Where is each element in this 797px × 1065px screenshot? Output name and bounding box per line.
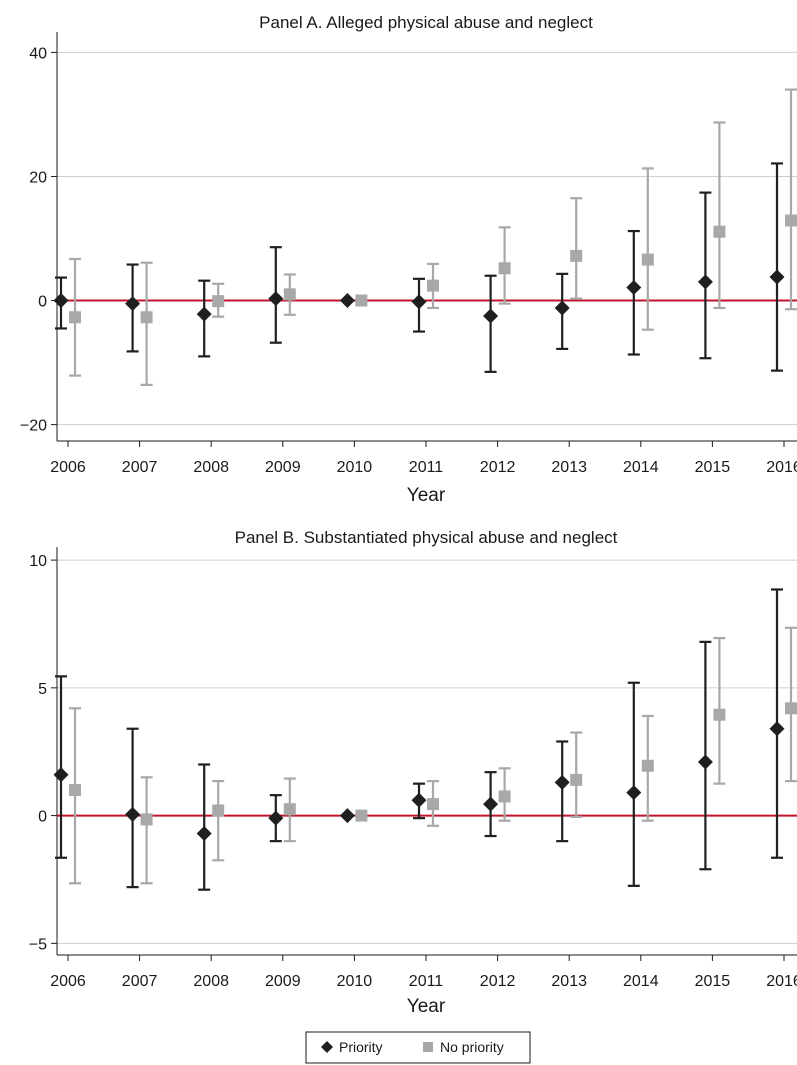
y-tick-label: 0: [38, 809, 47, 826]
x-tick-label: 2008: [193, 459, 229, 476]
data-point-no-priority: [713, 708, 726, 721]
data-point-no-priority: [212, 804, 225, 817]
y-tick-label: −20: [20, 418, 47, 435]
panel-b-x-axis-label: Year: [407, 996, 446, 1017]
data-point-priority: [53, 767, 69, 783]
data-point-priority: [268, 291, 284, 307]
x-tick-label: 2014: [623, 973, 659, 990]
data-point-priority: [626, 785, 642, 801]
data-point-no-priority: [355, 809, 368, 822]
data-point-priority: [554, 774, 570, 790]
data-point-priority: [268, 810, 284, 826]
series-no-priority: [69, 626, 797, 885]
x-tick-label: 2010: [337, 459, 373, 476]
y-tick-label: 20: [29, 169, 47, 186]
y-tick-label: 40: [29, 45, 47, 62]
diamond-marker-icon: [321, 1041, 333, 1053]
data-point-priority: [411, 792, 427, 808]
panel-b-plot-area: −5 0 5 10 2006 2007 2008 2009 2010 2011 2012 2013 20…: [29, 547, 797, 990]
data-point-priority: [53, 293, 69, 309]
data-point-priority: [697, 274, 713, 290]
x-tick-label: 2012: [480, 973, 516, 990]
data-point-no-priority: [713, 225, 726, 238]
data-point-priority: [769, 721, 785, 737]
data-point-priority: [697, 754, 713, 770]
x-tick-label: 2016: [766, 973, 797, 990]
panel-a-plot-area: −20 0 20 40 2006 2007 2008 2009 2010 2011 2012 2013…: [20, 32, 797, 476]
x-tick-label: 2012: [480, 459, 516, 476]
square-marker-icon: [423, 1042, 433, 1052]
data-point-no-priority: [140, 311, 153, 324]
x-tick-label: 2011: [409, 973, 444, 990]
x-tick-label: 2013: [551, 973, 587, 990]
x-tick-label: 2014: [623, 459, 659, 476]
x-tick-label: 2010: [337, 973, 373, 990]
legend: Priority No priority: [305, 1031, 531, 1064]
data-point-no-priority: [427, 279, 439, 292]
data-point-priority: [554, 300, 570, 316]
data-point-no-priority: [641, 253, 654, 266]
series-no-priority: [69, 88, 797, 386]
legend-box: [305, 1031, 531, 1064]
data-point-no-priority: [641, 759, 654, 772]
x-tick-label: 2009: [265, 459, 301, 476]
series-priority: [53, 162, 785, 373]
data-point-no-priority: [785, 214, 797, 227]
data-point-priority: [125, 296, 141, 312]
data-point-no-priority: [785, 702, 797, 715]
data-point-priority: [125, 806, 141, 822]
data-point-priority: [339, 808, 355, 824]
x-tick-label: 2016: [766, 459, 797, 476]
data-point-no-priority: [69, 784, 81, 797]
data-point-priority: [411, 294, 427, 310]
panel-a-x-axis-label: Year: [407, 485, 446, 506]
data-point-no-priority: [427, 798, 439, 811]
data-point-priority: [483, 796, 499, 812]
data-point-priority: [483, 308, 499, 324]
data-point-priority: [769, 269, 785, 285]
data-point-no-priority: [69, 311, 81, 324]
legend-label-no-priority: No priority: [440, 1039, 504, 1055]
data-point-no-priority: [498, 262, 511, 275]
x-tick-label: 2015: [695, 973, 731, 990]
y-tick-label: 10: [29, 553, 47, 570]
legend-label-priority: Priority: [339, 1039, 383, 1055]
panel-b: Panel B. Substantiated physical abuse an…: [29, 528, 797, 1017]
data-point-priority: [626, 280, 642, 296]
x-tick-label: 2011: [409, 459, 444, 476]
y-tick-label: 5: [38, 681, 47, 698]
panel-a-title: Panel A. Alleged physical abuse and negl…: [259, 13, 593, 32]
data-point-no-priority: [283, 288, 296, 301]
x-tick-label: 2007: [122, 459, 158, 476]
data-point-no-priority: [140, 813, 153, 826]
data-point-priority: [196, 825, 212, 841]
x-tick-label: 2006: [50, 973, 86, 990]
data-point-priority: [196, 306, 212, 322]
data-point-no-priority: [570, 773, 583, 786]
panel-b-title: Panel B. Substantiated physical abuse an…: [235, 528, 618, 547]
data-point-no-priority: [570, 249, 583, 262]
y-tick-label: 0: [38, 294, 47, 311]
data-point-no-priority: [212, 295, 225, 308]
x-tick-label: 2006: [50, 459, 86, 476]
x-tick-label: 2009: [265, 973, 301, 990]
data-point-no-priority: [283, 803, 296, 816]
data-point-no-priority: [355, 294, 368, 307]
data-point-no-priority: [498, 790, 511, 803]
panel-a: Panel A. Alleged physical abuse and negl…: [20, 13, 797, 506]
x-tick-label: 2013: [551, 459, 587, 476]
series-priority: [53, 588, 785, 891]
data-point-priority: [339, 293, 355, 309]
y-tick-label: −5: [29, 936, 47, 953]
x-tick-label: 2007: [122, 973, 158, 990]
x-tick-label: 2008: [193, 973, 229, 990]
x-tick-label: 2015: [695, 459, 731, 476]
